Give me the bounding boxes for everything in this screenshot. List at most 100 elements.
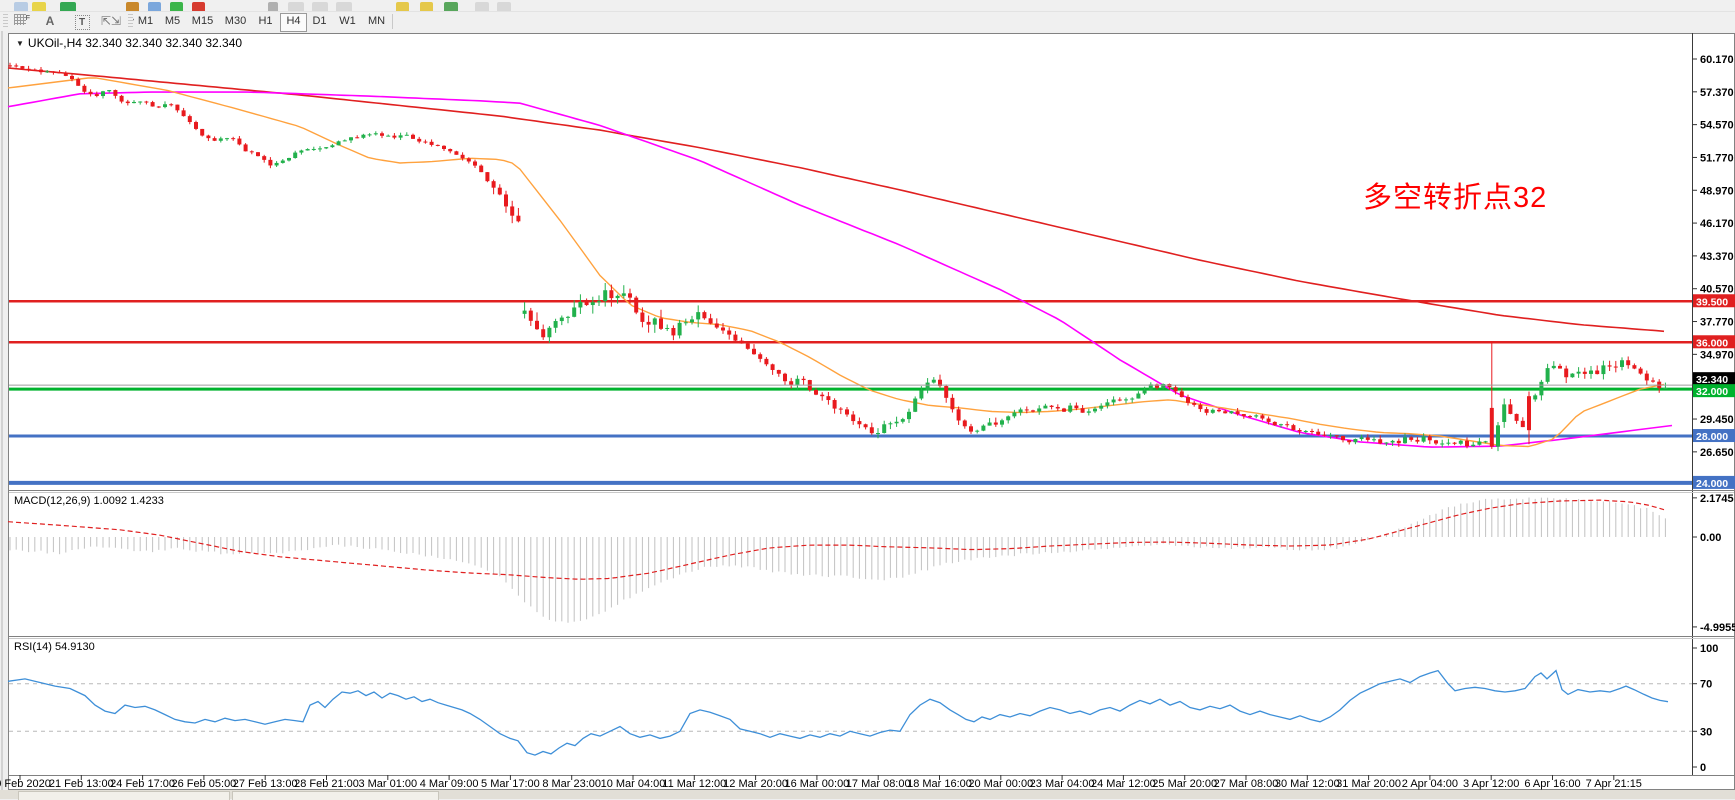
timeframe-button-M30[interactable]: M30 bbox=[224, 15, 247, 27]
timeframe-button-M5[interactable]: M5 bbox=[164, 15, 181, 27]
time-tick-label: 28 Feb 21:00 bbox=[294, 778, 359, 790]
time-tick-label: 7 Apr 21:15 bbox=[1586, 778, 1642, 790]
terminal-icon[interactable] bbox=[170, 2, 183, 11]
zoom-icon[interactable] bbox=[32, 2, 46, 11]
timeframe-button-M1[interactable]: M1 bbox=[137, 15, 154, 27]
time-tick-label: 20 Mar 00:00 bbox=[968, 778, 1033, 790]
timeframe-button-MN[interactable]: MN bbox=[367, 15, 386, 27]
time-tick-label: 12 Mar 20:00 bbox=[723, 778, 788, 790]
cursor-icon[interactable] bbox=[396, 2, 409, 11]
new-chart-icon[interactable] bbox=[14, 2, 28, 11]
layout-tile-v-icon[interactable] bbox=[336, 2, 352, 11]
ma-mid-magenta bbox=[7, 91, 1673, 448]
price-badge-36.000 bbox=[1693, 335, 1735, 349]
price-tick-label: 60.170 bbox=[1700, 54, 1734, 66]
market-watch-icon[interactable] bbox=[126, 2, 139, 11]
rsi-line bbox=[7, 669, 1669, 756]
ma-fast-orange bbox=[7, 77, 1665, 448]
price-tick-label: 54.570 bbox=[1700, 120, 1734, 132]
price-badge-39.500 bbox=[1693, 294, 1735, 308]
rsi-tick-label: 0 bbox=[1700, 762, 1706, 774]
macd-panel bbox=[7, 497, 1666, 623]
price-badge-text: 32.340 bbox=[1696, 374, 1728, 386]
time-tick-label: 4 Mar 09:00 bbox=[420, 778, 479, 790]
list-icon[interactable] bbox=[268, 2, 278, 11]
chart-window-frame bbox=[1, 31, 1735, 799]
macd-indicator-label: MACD(12,26,9) 1.0092 1.4233 bbox=[14, 495, 164, 507]
timeframe-button-H1[interactable]: H1 bbox=[258, 15, 273, 27]
time-tick-label: 5 Mar 17:00 bbox=[481, 778, 540, 790]
timeframe-drag-handle[interactable] bbox=[128, 14, 133, 29]
timeframe-button-H4[interactable]: H4 bbox=[280, 13, 307, 32]
arrow-tools-button[interactable]: ⇱⇲ bbox=[100, 14, 122, 28]
bottom-status-bar bbox=[0, 790, 1735, 800]
price-badge-24.000 bbox=[1693, 475, 1735, 489]
new-order-icon[interactable] bbox=[60, 2, 76, 11]
price-badge-text: 36.000 bbox=[1696, 337, 1728, 349]
time-tick-label: 26 Feb 05:00 bbox=[171, 778, 236, 790]
toolbar-drag-handle[interactable] bbox=[3, 14, 8, 29]
macd-signal-line bbox=[7, 499, 1665, 580]
price-badge-32.000 bbox=[1693, 384, 1735, 398]
price-badge-text: 24.000 bbox=[1696, 478, 1728, 490]
time-tick-label: 11 Mar 12:00 bbox=[662, 778, 726, 790]
status-pane-left[interactable] bbox=[18, 791, 230, 800]
price-tick-label: 40.570 bbox=[1700, 284, 1734, 296]
time-tick-label: 10 Mar 04:00 bbox=[601, 778, 666, 790]
timeframe-button-W1[interactable]: W1 bbox=[339, 15, 356, 27]
price-tick-label: 37.770 bbox=[1700, 317, 1734, 329]
price-axis[interactable]: 60.170 57.370 54.570 51.770 48.970 46.170 43.3… bbox=[1692, 54, 1735, 774]
grid-f-tool-button[interactable]: F bbox=[10, 12, 30, 30]
price-tick-label: 34.970 bbox=[1700, 349, 1734, 361]
macd-tick-label: 2.1745 bbox=[1700, 493, 1734, 505]
time-tick-label: 3 Apr 12:00 bbox=[1463, 778, 1519, 790]
price-badge-28.000 bbox=[1693, 429, 1735, 443]
rsi-indicator-label: RSI(14) 54.9130 bbox=[14, 641, 95, 653]
chart-title-text: UKOil-,H4 32.340 32.340 32.340 32.340 bbox=[27, 36, 243, 50]
timeframe-button-M15[interactable]: M15 bbox=[191, 15, 214, 27]
template-icon[interactable] bbox=[497, 2, 511, 11]
crosshair-icon[interactable] bbox=[420, 2, 433, 11]
layout-cascade-icon[interactable] bbox=[288, 2, 304, 11]
text-box-icon: T bbox=[74, 15, 90, 30]
time-tick-label: 24 Feb 17:00 bbox=[110, 778, 175, 790]
chart-annotation-text[interactable]: 多空转折点32 bbox=[1363, 182, 1548, 214]
macd-tick-label: 0.00 bbox=[1700, 532, 1721, 544]
time-tick-label: 21 Feb 13:00 bbox=[49, 778, 114, 790]
price-badge-text: 39.500 bbox=[1696, 296, 1728, 308]
time-tick-label: 2 Apr 04:00 bbox=[1402, 778, 1458, 790]
time-tick-label: 3 Mar 01:00 bbox=[358, 778, 417, 790]
price-tick-label: 57.370 bbox=[1700, 87, 1734, 99]
price-badge-text: 32.000 bbox=[1696, 386, 1728, 398]
time-tick-label: 8 Mar 23:00 bbox=[542, 778, 601, 790]
price-badge-text: 28.000 bbox=[1696, 431, 1728, 443]
time-tick-label: 16 Mar 00:00 bbox=[784, 778, 849, 790]
indicator-add-icon[interactable] bbox=[475, 2, 489, 11]
time-tick-label: 6 Apr 16:00 bbox=[1524, 778, 1580, 790]
layout-tile-h-icon[interactable] bbox=[312, 2, 328, 11]
candles-layer bbox=[8, 62, 1668, 452]
time-tick-label: 27 Mar 08:00 bbox=[1214, 778, 1279, 790]
chart-title: ▼ UKOil-,H4 32.340 32.340 32.340 32.340 bbox=[16, 36, 242, 50]
toolbar-row-1 bbox=[0, 0, 1735, 12]
autotrading-icon[interactable] bbox=[192, 2, 205, 11]
time-tick-label: 23 Mar 04:00 bbox=[1030, 778, 1095, 790]
text-label-tool-button[interactable]: A bbox=[45, 14, 55, 28]
price-tick-label: 43.370 bbox=[1700, 251, 1734, 263]
time-tick-label: 30 Mar 12:00 bbox=[1275, 778, 1340, 790]
grid-f-icon: F bbox=[14, 14, 30, 25]
timeframe-button-D1[interactable]: D1 bbox=[312, 15, 327, 27]
navigator-icon[interactable] bbox=[148, 2, 161, 11]
symbol-dropdown-icon[interactable]: ▼ bbox=[16, 39, 24, 48]
status-pane-right[interactable] bbox=[232, 791, 439, 800]
text-box-tool-button[interactable]: T bbox=[72, 12, 92, 30]
grid-icon[interactable] bbox=[444, 2, 458, 11]
time-tick-label: 17 Mar 08:00 bbox=[846, 778, 911, 790]
time-tick-label: 25 Mar 20:00 bbox=[1152, 778, 1217, 790]
rsi-tick-label: 30 bbox=[1700, 726, 1712, 738]
price-badge-32.340 bbox=[1693, 372, 1735, 386]
time-tick-label: 31 Mar 20:00 bbox=[1336, 778, 1401, 790]
